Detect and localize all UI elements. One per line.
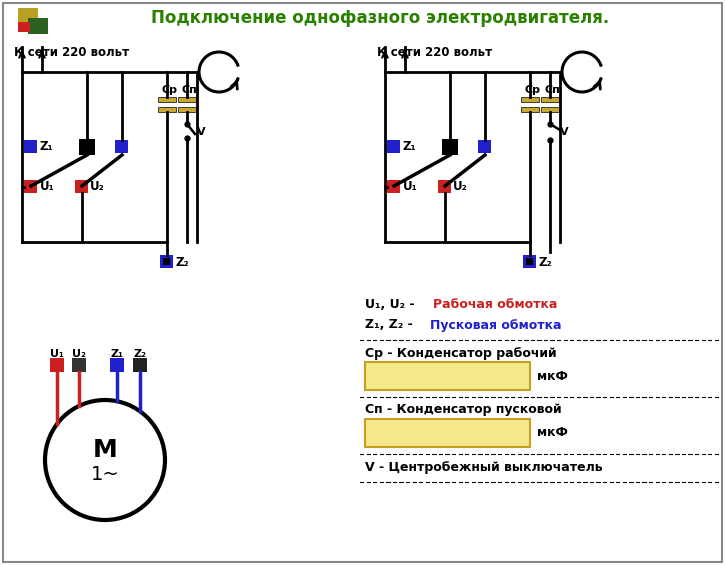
Bar — [160, 255, 173, 268]
Bar — [133, 358, 147, 372]
Bar — [75, 180, 88, 193]
Text: Cп: Cп — [545, 85, 560, 95]
Bar — [387, 140, 400, 153]
Text: Z₂: Z₂ — [539, 255, 552, 268]
Bar — [521, 107, 539, 112]
Text: Z₁: Z₁ — [403, 141, 417, 154]
Bar — [163, 258, 170, 265]
Text: V - Центробежный выключатель: V - Центробежный выключатель — [365, 460, 602, 473]
Bar — [523, 255, 536, 268]
Bar — [541, 107, 559, 112]
Bar — [365, 419, 530, 447]
Text: Подключение однофазного электродвигателя.: Подключение однофазного электродвигателя… — [151, 9, 609, 27]
Bar — [178, 97, 196, 102]
Bar — [158, 97, 176, 102]
Text: U₁: U₁ — [40, 180, 55, 193]
Bar — [18, 22, 30, 32]
Bar — [72, 358, 86, 372]
Text: Cп - Конденсатор пусковой: Cп - Конденсатор пусковой — [365, 403, 562, 416]
Bar — [438, 180, 451, 193]
Bar — [79, 139, 95, 155]
Text: U₂: U₂ — [72, 349, 86, 359]
Bar — [18, 8, 38, 24]
Bar — [110, 358, 124, 372]
Text: 1~: 1~ — [91, 466, 120, 485]
Text: Cр - Конденсатор рабочий: Cр - Конденсатор рабочий — [365, 346, 557, 359]
Text: U₁: U₁ — [50, 349, 64, 359]
Text: Cр: Cр — [525, 85, 541, 95]
Bar — [541, 97, 559, 102]
Bar — [526, 258, 533, 265]
Bar — [365, 362, 530, 390]
Text: Z₁: Z₁ — [110, 349, 123, 359]
Bar — [24, 140, 37, 153]
Text: U₁: U₁ — [403, 180, 418, 193]
Bar — [521, 97, 539, 102]
Text: U₁, U₂ -: U₁, U₂ - — [365, 298, 419, 311]
Bar — [158, 107, 176, 112]
Text: U₂: U₂ — [90, 180, 104, 193]
Text: V: V — [560, 127, 568, 137]
Text: Cп: Cп — [182, 85, 198, 95]
Text: Z₂: Z₂ — [176, 255, 190, 268]
Bar — [387, 180, 400, 193]
Text: Cр: Cр — [162, 85, 178, 95]
Text: Z₁: Z₁ — [40, 141, 54, 154]
Bar — [24, 180, 37, 193]
Text: M: M — [93, 438, 117, 462]
Bar — [442, 139, 458, 155]
Text: мкФ: мкФ — [537, 427, 568, 440]
Bar — [115, 140, 128, 153]
Text: U₂: U₂ — [453, 180, 468, 193]
Text: К сети 220 вольт: К сети 220 вольт — [14, 46, 129, 59]
Bar — [478, 140, 491, 153]
Text: Пусковая обмотка: Пусковая обмотка — [430, 319, 561, 332]
Text: К сети 220 вольт: К сети 220 вольт — [377, 46, 492, 59]
Text: Z₁, Z₂ -: Z₁, Z₂ - — [365, 319, 417, 332]
Text: мкФ: мкФ — [537, 370, 568, 383]
Text: Рабочая обмотка: Рабочая обмотка — [433, 298, 558, 311]
Text: V: V — [197, 127, 206, 137]
Bar — [178, 107, 196, 112]
Bar — [28, 18, 48, 34]
Bar — [50, 358, 64, 372]
Text: Z₂: Z₂ — [133, 349, 146, 359]
